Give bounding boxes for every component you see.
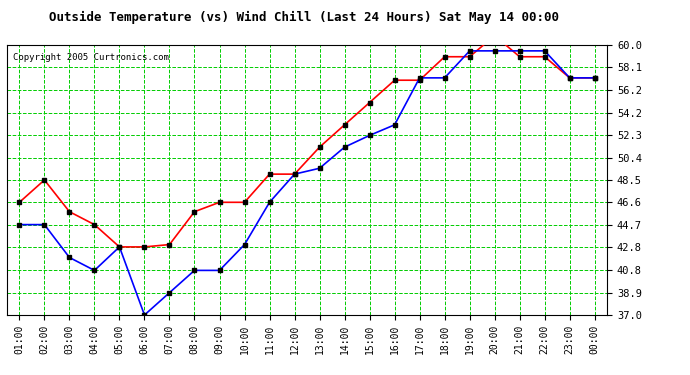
- Text: Outside Temperature (vs) Wind Chill (Last 24 Hours) Sat May 14 00:00: Outside Temperature (vs) Wind Chill (Las…: [48, 11, 559, 24]
- Text: Copyright 2005 Curtronics.com: Copyright 2005 Curtronics.com: [13, 53, 169, 62]
